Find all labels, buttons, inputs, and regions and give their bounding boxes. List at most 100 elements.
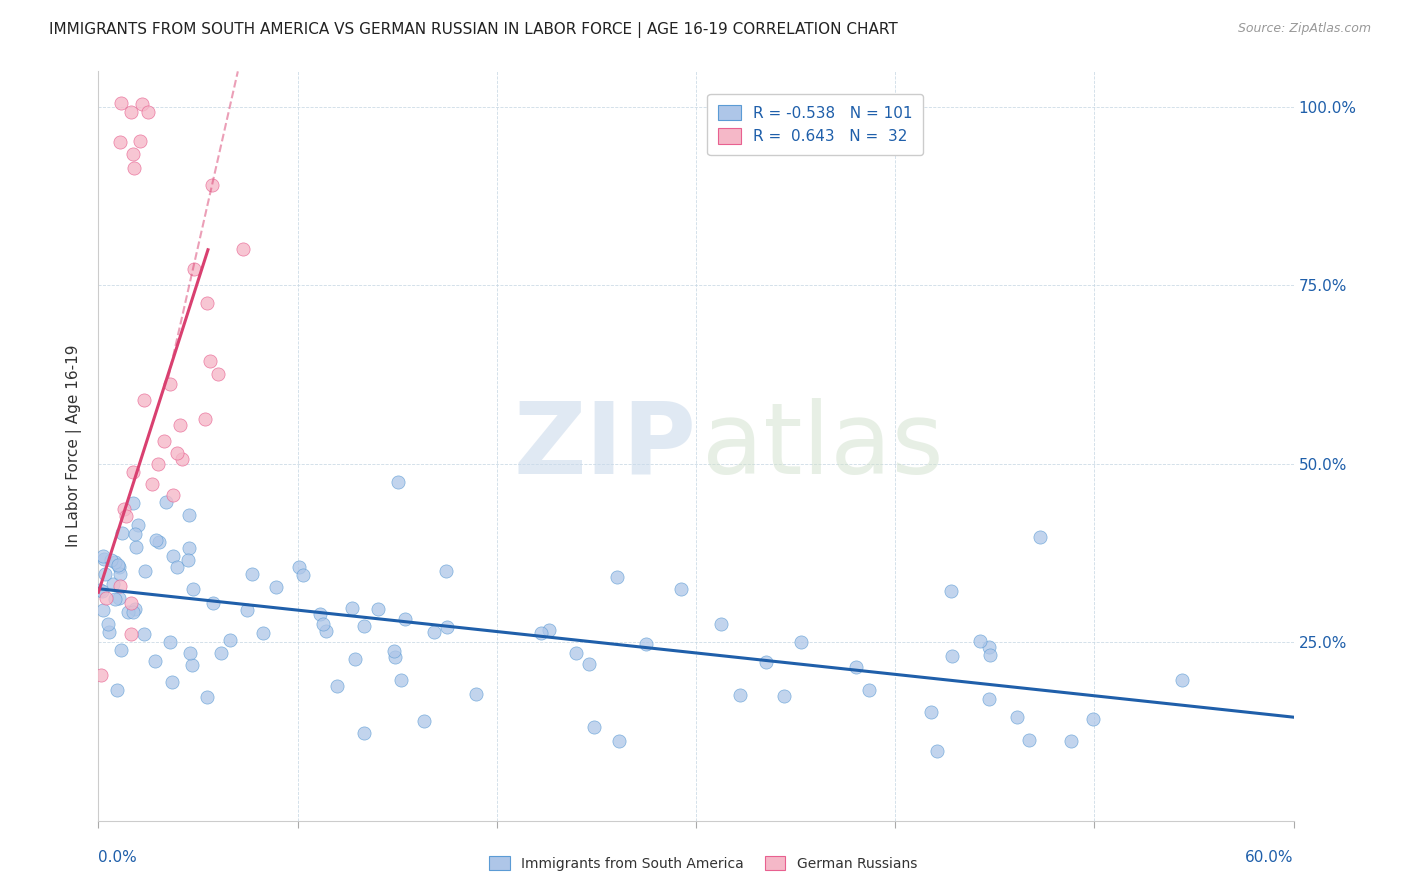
Point <box>941 648 963 663</box>
Point <box>845 660 868 674</box>
Point <box>124 602 146 616</box>
Point <box>773 689 796 703</box>
Point <box>155 494 177 508</box>
Point <box>124 527 146 541</box>
Point <box>209 646 232 660</box>
Legend: R = -0.538   N = 101, R =  0.643   N =  32: R = -0.538 N = 101, R = 0.643 N = 32 <box>707 94 924 155</box>
Point <box>240 566 263 581</box>
Point <box>252 626 274 640</box>
Text: 60.0%: 60.0% <box>1246 850 1294 865</box>
Text: IMMIGRANTS FROM SOUTH AMERICA VS GERMAN RUSSIAN IN LABOR FORCE | AGE 16-19 CORRE: IMMIGRANTS FROM SOUTH AMERICA VS GERMAN … <box>49 22 898 38</box>
Point <box>180 658 202 673</box>
Point <box>143 654 166 668</box>
Point <box>342 601 364 615</box>
Point <box>207 368 229 382</box>
Point <box>232 242 254 256</box>
Point <box>136 105 159 120</box>
Point <box>97 617 120 632</box>
Point <box>121 465 143 479</box>
Point <box>710 616 733 631</box>
Point <box>127 517 149 532</box>
Point <box>91 603 114 617</box>
Point <box>179 646 201 660</box>
Point <box>110 95 132 110</box>
Point <box>153 434 176 449</box>
Point <box>977 691 1000 706</box>
Point <box>423 624 446 639</box>
Point <box>977 640 1000 655</box>
Point <box>93 551 115 566</box>
Point <box>565 647 588 661</box>
Point <box>218 633 240 648</box>
Point <box>979 648 1001 662</box>
Point <box>108 579 131 593</box>
Point <box>925 744 948 758</box>
Point <box>607 734 630 748</box>
Point <box>194 411 217 425</box>
Point <box>134 564 156 578</box>
Point <box>353 726 375 740</box>
Point <box>202 596 225 610</box>
Point <box>104 591 127 606</box>
Point <box>195 295 218 310</box>
Point <box>97 625 120 640</box>
Point <box>384 650 406 665</box>
Point <box>148 535 170 549</box>
Point <box>538 623 561 637</box>
Point <box>315 624 337 638</box>
Point <box>266 580 288 594</box>
Point <box>578 657 600 672</box>
Point <box>391 673 413 688</box>
Point <box>1171 673 1194 687</box>
Point <box>530 625 553 640</box>
Point <box>728 688 751 702</box>
Point <box>96 591 118 605</box>
Point <box>111 525 134 540</box>
Point <box>129 134 152 148</box>
Point <box>920 705 942 719</box>
Point <box>162 488 184 502</box>
Point <box>789 635 811 649</box>
Point <box>107 558 129 572</box>
Point <box>1005 710 1028 724</box>
Point <box>108 567 131 582</box>
Point <box>394 612 416 626</box>
Point <box>606 570 628 584</box>
Point <box>115 509 138 524</box>
Point <box>110 643 132 657</box>
Point <box>104 555 127 569</box>
Point <box>236 603 259 617</box>
Point <box>110 135 132 149</box>
Point <box>141 477 163 491</box>
Point <box>124 540 146 554</box>
Point <box>434 565 457 579</box>
Point <box>177 552 200 566</box>
Point <box>179 508 201 523</box>
Point <box>1018 732 1040 747</box>
Point <box>166 560 188 574</box>
Point <box>160 675 183 690</box>
Point <box>634 637 657 651</box>
Point <box>166 445 188 459</box>
Point <box>583 719 606 733</box>
Point <box>91 549 114 564</box>
Point <box>162 549 184 563</box>
Point <box>181 582 204 596</box>
Point <box>100 553 122 567</box>
Point <box>183 261 205 276</box>
Point <box>121 496 143 510</box>
Point <box>436 620 458 634</box>
Point <box>124 161 146 175</box>
Point <box>90 584 112 599</box>
Point <box>291 567 314 582</box>
Point <box>669 582 692 596</box>
Point <box>90 668 112 682</box>
Text: Source: ZipAtlas.com: Source: ZipAtlas.com <box>1237 22 1371 36</box>
Text: ZIP: ZIP <box>513 398 696 494</box>
Point <box>287 559 309 574</box>
Point <box>132 627 155 641</box>
Point <box>312 616 335 631</box>
Point <box>107 560 129 574</box>
Point <box>353 618 375 632</box>
Point <box>120 596 142 610</box>
